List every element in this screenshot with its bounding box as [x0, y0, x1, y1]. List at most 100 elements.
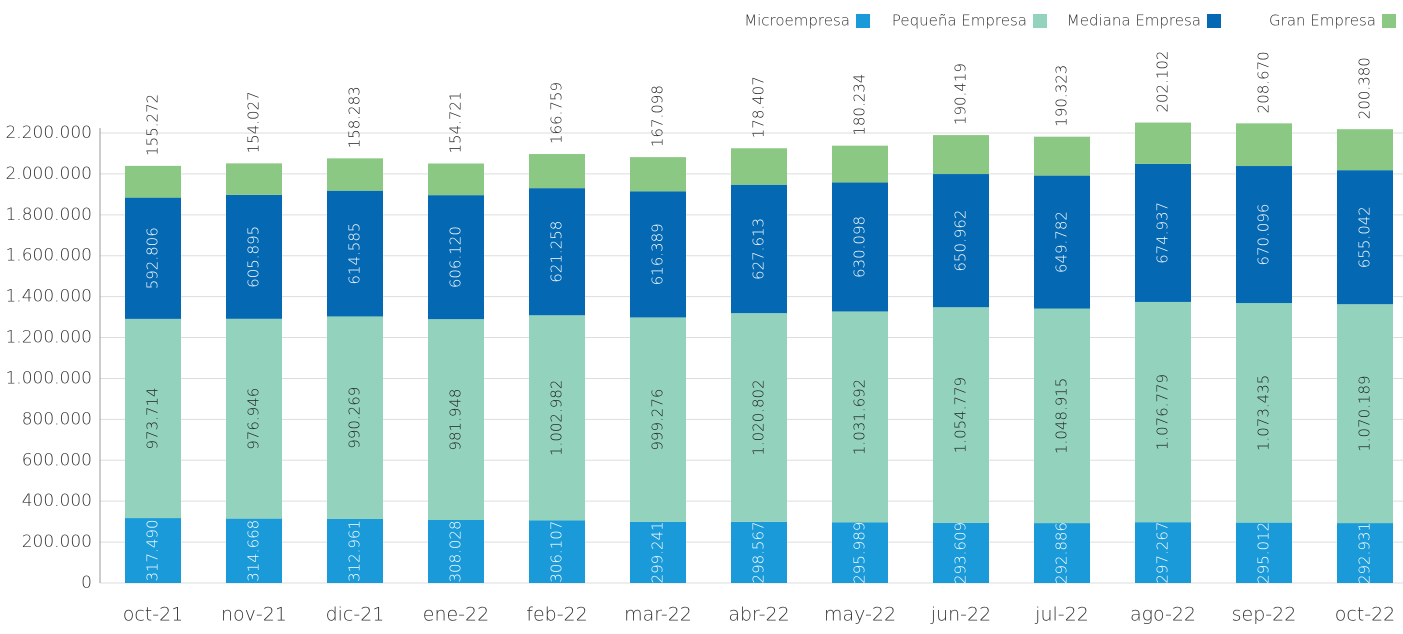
data-label: 1.073.435 [1255, 375, 1273, 451]
data-label: 166.759 [548, 82, 566, 144]
bar-segment [630, 157, 686, 192]
bar-segment [832, 522, 888, 583]
x-tick-label: dic-21 [326, 604, 385, 626]
bar-segment [1337, 129, 1393, 171]
data-label: 155.272 [144, 94, 162, 156]
data-label: 190.323 [1053, 65, 1071, 127]
bar-segment [630, 317, 686, 522]
bar-segment [125, 197, 181, 319]
data-label: 670.096 [1255, 204, 1273, 266]
bar-segment [428, 195, 484, 320]
bar-segment [327, 190, 383, 317]
x-tick-label: mar-22 [624, 604, 692, 626]
bar-segment [731, 184, 787, 314]
bar-segment [933, 174, 989, 308]
bar-segment [1337, 170, 1393, 305]
legend-label: Pequeña Empresa [892, 12, 1027, 30]
bar-segment [529, 520, 585, 583]
data-label: 1.031.692 [851, 379, 869, 455]
bar-segment [630, 191, 686, 318]
x-tick-label: may-22 [824, 604, 896, 626]
data-label: 1.054.779 [952, 377, 970, 453]
bar-segment [125, 318, 181, 519]
bar-segment [529, 315, 585, 521]
data-label: 627.613 [750, 218, 768, 280]
bar-segment [226, 518, 282, 583]
data-label: 1.076.779 [1154, 374, 1172, 450]
data-label: 308.028 [447, 520, 465, 582]
bar-segment [1034, 308, 1090, 524]
bar-segment [1236, 166, 1292, 304]
data-label: 298.567 [750, 521, 768, 583]
data-label: 674.937 [1154, 202, 1172, 264]
data-label: 167.098 [649, 85, 667, 147]
bar-segment [1034, 136, 1090, 176]
bar-segment [428, 519, 484, 583]
data-label: 208.670 [1255, 51, 1273, 113]
bar-segment [125, 518, 181, 583]
data-label: 616.389 [649, 223, 667, 285]
data-label: 202.102 [1154, 51, 1172, 113]
data-label: 976.946 [245, 388, 263, 450]
data-label: 178.407 [750, 76, 768, 138]
bar-segment [630, 521, 686, 583]
y-tick-label: 1.800.000 [5, 205, 92, 225]
data-label: 200.380 [1356, 57, 1374, 119]
data-label: 973.714 [144, 387, 162, 449]
bar-segment [529, 154, 585, 189]
bar-segment [1034, 523, 1090, 583]
bar-segment [731, 148, 787, 185]
bar-segment [832, 145, 888, 183]
data-label: 605.895 [245, 226, 263, 288]
bar-segment [327, 158, 383, 191]
bar-segment [327, 316, 383, 519]
data-label: 299.241 [649, 521, 667, 583]
y-tick-label: 2.000.000 [5, 164, 92, 184]
bar-segment [1135, 301, 1191, 523]
legend-swatch [1382, 14, 1396, 28]
data-label: 190.419 [952, 63, 970, 125]
y-tick-label: 0 [81, 573, 92, 593]
bar-segment [1337, 523, 1393, 583]
data-label: 650.962 [952, 210, 970, 272]
bar-segment [226, 318, 282, 519]
bar-segment [1337, 304, 1393, 524]
y-tick-label: 1.200.000 [5, 328, 92, 348]
x-tick-label: ago-22 [1130, 604, 1196, 626]
bar-segment [327, 518, 383, 583]
bar-segment [1135, 522, 1191, 583]
y-tick-label: 200.000 [22, 532, 92, 552]
x-tick-label: feb-22 [526, 604, 587, 626]
x-tick-label: oct-22 [1335, 604, 1396, 626]
bar-segment [125, 165, 181, 198]
data-label: 180.234 [851, 74, 869, 136]
data-label: 649.782 [1053, 211, 1071, 273]
bar-segment [933, 135, 989, 175]
data-label: 1.020.802 [750, 379, 768, 455]
data-label: 630.098 [851, 216, 869, 278]
data-label: 1.070.189 [1356, 375, 1374, 451]
x-tick-label: nov-21 [221, 604, 287, 626]
bar-segment [1135, 122, 1191, 164]
data-label: 614.585 [346, 223, 364, 285]
bar-segment [1236, 123, 1292, 167]
bar-segment [1034, 175, 1090, 309]
legend-label: Microempresa [744, 12, 850, 30]
y-tick-label: 1.000.000 [5, 368, 92, 388]
data-label: 293.609 [952, 522, 970, 584]
bar-segment [731, 313, 787, 522]
bar-segment [1135, 163, 1191, 302]
x-tick-label: jul-22 [1034, 604, 1089, 626]
y-tick-label: 2.200.000 [5, 123, 92, 143]
y-tick-label: 400.000 [22, 491, 92, 511]
data-label: 606.120 [447, 226, 465, 288]
x-tick-label: sep-22 [1232, 604, 1297, 626]
legend-swatch [1207, 14, 1221, 28]
data-label: 1.002.982 [548, 380, 566, 456]
data-label: 621.258 [548, 221, 566, 283]
y-tick-label: 1.600.000 [5, 246, 92, 266]
bar-segment [428, 163, 484, 196]
data-label: 295.012 [1255, 522, 1273, 584]
x-tick-label: ene-22 [423, 604, 489, 626]
